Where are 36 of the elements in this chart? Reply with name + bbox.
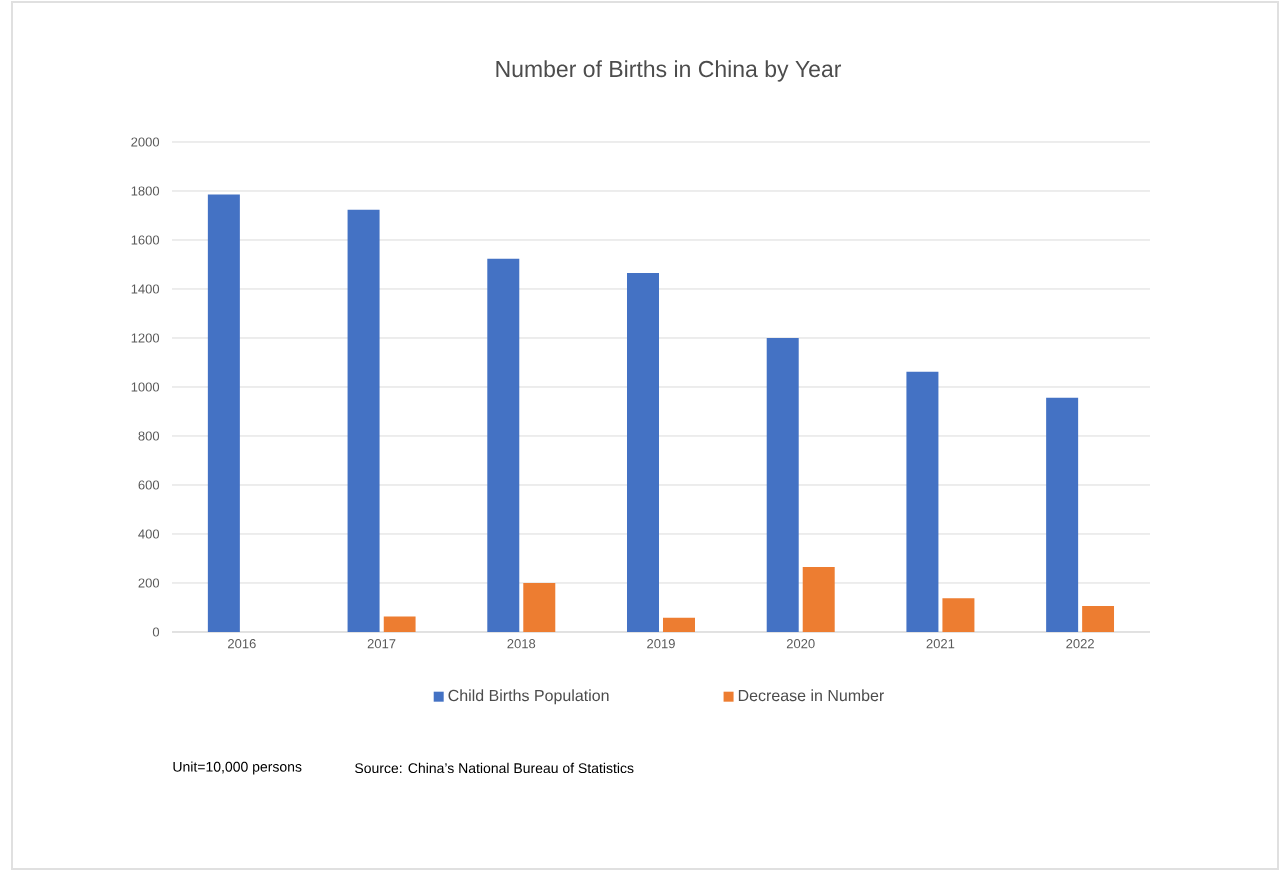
x-tick-label: 2016: [228, 639, 256, 649]
legend-label: Decrease in Number: [738, 689, 884, 702]
bar: [802, 567, 835, 632]
bar: [663, 617, 695, 632]
y-tick-label: 800: [138, 431, 160, 441]
x-tick-label: 2021: [926, 639, 955, 649]
legend-label: Child Births Population: [448, 689, 609, 705]
y-tick-label: 1200: [131, 333, 160, 343]
y-tick-label: 600: [138, 480, 160, 490]
bar: [523, 582, 556, 632]
y-tick-label: 2000: [131, 137, 160, 147]
bar: [766, 337, 799, 632]
y-tick-label: 0: [152, 627, 160, 637]
y-tick-label: 1800: [131, 186, 160, 196]
x-tick-label: 2018: [507, 639, 536, 649]
chart-title: Number of Births in China by Year: [496, 60, 842, 82]
text: Unit=10,000 persons: [173, 761, 302, 775]
bar: [1046, 397, 1079, 632]
x-tick-label: 2017: [367, 639, 396, 649]
bar: [207, 194, 240, 632]
y-tick-label: 1600: [131, 235, 160, 245]
y-tick-label: 1400: [131, 284, 160, 294]
bar: [942, 598, 975, 632]
x-tick-label: 2020: [786, 639, 815, 649]
bar: [383, 616, 416, 632]
bar: [347, 209, 380, 632]
y-tick-label: 1000: [131, 382, 160, 392]
y-tick-label: 200: [138, 578, 160, 588]
x-tick-label: 2019: [647, 639, 675, 649]
source-note: Source: China’s National Bureau of Statistics: [355, 762, 634, 774]
bar: [487, 258, 520, 632]
bar: [1082, 606, 1115, 632]
x-tick-label: 2022: [1066, 639, 1094, 649]
bar: [906, 371, 939, 632]
y-tick-label: 400: [138, 529, 160, 539]
bar: [627, 273, 659, 632]
